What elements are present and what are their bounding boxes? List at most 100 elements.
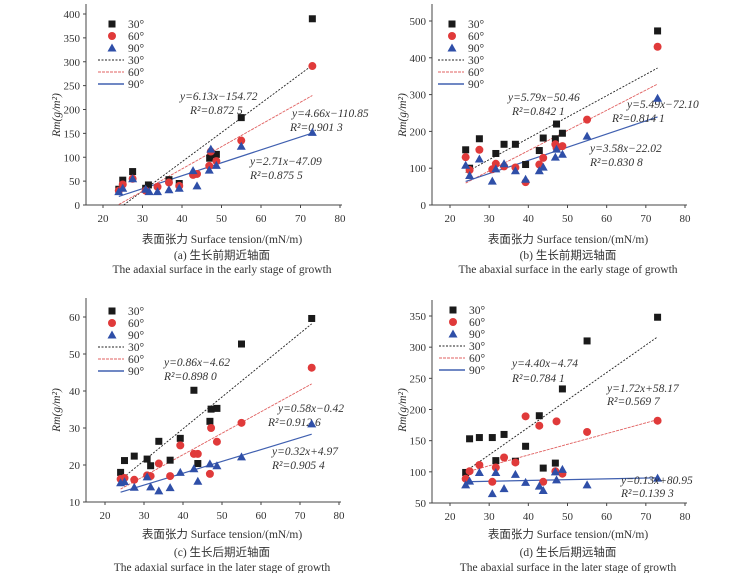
data-point-60deg <box>552 417 561 426</box>
data-point-60deg <box>205 469 214 478</box>
fit-line-30deg <box>123 64 313 206</box>
fit-equation: y=2.71x−47.09 <box>249 156 322 168</box>
data-point-60deg <box>307 363 316 372</box>
x-tick-label: 80 <box>680 511 692 523</box>
legend-label: 60° <box>468 67 485 79</box>
legend-label: 60° <box>468 31 485 43</box>
fit-line-90deg <box>465 477 658 483</box>
y-tick-label: 400 <box>410 53 427 65</box>
data-point-60deg <box>475 460 484 469</box>
x-tick-label: 50 <box>562 511 574 523</box>
data-point-90deg <box>153 187 163 196</box>
data-point-30deg <box>551 135 559 143</box>
fit-equation: y=5.79x−50.46 <box>507 92 580 104</box>
data-point-30deg <box>654 27 662 35</box>
data-point-30deg <box>535 412 543 420</box>
data-point-60deg <box>176 441 185 450</box>
data-point-90deg <box>474 467 484 476</box>
legend-marker-30deg <box>108 20 116 28</box>
legend-marker-30deg <box>449 306 457 314</box>
data-point-60deg <box>583 115 592 124</box>
data-point-60deg <box>488 477 497 486</box>
data-point-30deg <box>462 468 470 476</box>
legend-label: 30° <box>128 19 145 31</box>
data-point-90deg <box>205 459 215 468</box>
data-point-30deg <box>539 464 547 472</box>
fit-equation: y=4.40x−4.74 <box>511 358 578 370</box>
data-point-30deg <box>212 150 220 158</box>
data-point-30deg <box>237 114 245 122</box>
fit-r-squared: R²=0.814 1 <box>611 113 665 125</box>
data-point-90deg <box>175 467 185 476</box>
fit-equation: y=5.49x−72.10 <box>626 99 699 111</box>
x-tick-label: 70 <box>640 511 652 523</box>
data-point-60deg <box>166 472 175 481</box>
x-tick-label: 70 <box>295 510 307 522</box>
legend-label: 30° <box>128 306 145 318</box>
y-tick-label: 200 <box>64 105 81 117</box>
legend-marker-60deg <box>449 318 457 326</box>
y-tick-label: 20 <box>69 460 81 472</box>
data-point-90deg <box>521 174 531 183</box>
y-tick-label: 50 <box>415 498 427 510</box>
fit-r-squared: R²=0.872 5 <box>189 105 243 117</box>
y-tick-label: 400 <box>64 9 81 21</box>
data-point-90deg <box>236 141 246 150</box>
legend: 30°60°90°30°60°90° <box>98 306 145 378</box>
data-point-90deg <box>557 464 567 473</box>
data-point-30deg <box>539 134 547 142</box>
data-point-60deg <box>653 416 662 425</box>
data-point-60deg <box>193 449 202 458</box>
data-point-90deg <box>307 127 317 136</box>
data-point-60deg <box>237 418 246 427</box>
data-point-30deg <box>121 457 128 465</box>
data-point-30deg <box>462 146 470 154</box>
data-point-60deg <box>521 412 530 421</box>
y-tick-label: 50 <box>69 176 81 188</box>
x-tick-label: 30 <box>137 213 149 225</box>
data-point-30deg <box>308 15 316 23</box>
data-point-90deg <box>538 162 548 171</box>
x-tick-label: 50 <box>217 510 229 522</box>
x-tick-label: 30 <box>484 213 496 225</box>
legend-marker-30deg <box>448 20 456 28</box>
data-point-90deg <box>146 482 156 491</box>
legend-marker-90deg <box>448 329 458 338</box>
caption-cn: (b) 生长前期远轴面 <box>520 248 617 262</box>
legend-label: 60° <box>128 318 145 330</box>
data-point-30deg <box>553 120 561 128</box>
data-point-90deg <box>142 472 152 481</box>
data-point-30deg <box>475 434 483 442</box>
data-point-30deg <box>143 455 151 463</box>
data-point-30deg <box>166 456 174 464</box>
legend-marker-90deg <box>107 43 117 52</box>
data-point-60deg <box>500 453 509 462</box>
y-tick-label: 0 <box>75 200 81 212</box>
y-tick-label: 250 <box>64 81 81 93</box>
data-point-60deg <box>539 477 548 486</box>
x-axis-label: 表面张力 Surface tension/(mN/m) <box>488 527 649 541</box>
legend-marker-60deg <box>108 319 116 327</box>
data-point-60deg <box>130 475 139 484</box>
legend: 30°60°90°30°60°90° <box>438 19 485 91</box>
data-point-90deg <box>237 452 246 461</box>
data-point-60deg <box>465 467 474 476</box>
legend-marker-60deg <box>448 32 456 40</box>
x-axis-label: 表面张力 Surface tension/(mN/m) <box>142 232 303 246</box>
x-tick-label: 60 <box>601 511 613 523</box>
legend: 30°60°90°30°60°90° <box>439 305 486 377</box>
data-point-30deg <box>500 140 508 148</box>
fit-line-30deg <box>120 323 312 481</box>
data-point-60deg <box>308 62 317 71</box>
y-tick-label: 100 <box>410 467 427 479</box>
fit-r-squared: R²=0.912 6 <box>267 417 321 429</box>
data-point-90deg <box>212 461 222 470</box>
data-point-90deg <box>582 131 592 140</box>
y-tick-label: 60 <box>69 312 81 324</box>
legend-label: 90° <box>468 43 485 55</box>
data-point-30deg <box>213 404 221 412</box>
data-point-90deg <box>189 464 199 473</box>
fit-r-squared: R²=0.139 3 <box>620 488 674 500</box>
y-axis-label: Rm(g/m²) <box>51 388 63 433</box>
